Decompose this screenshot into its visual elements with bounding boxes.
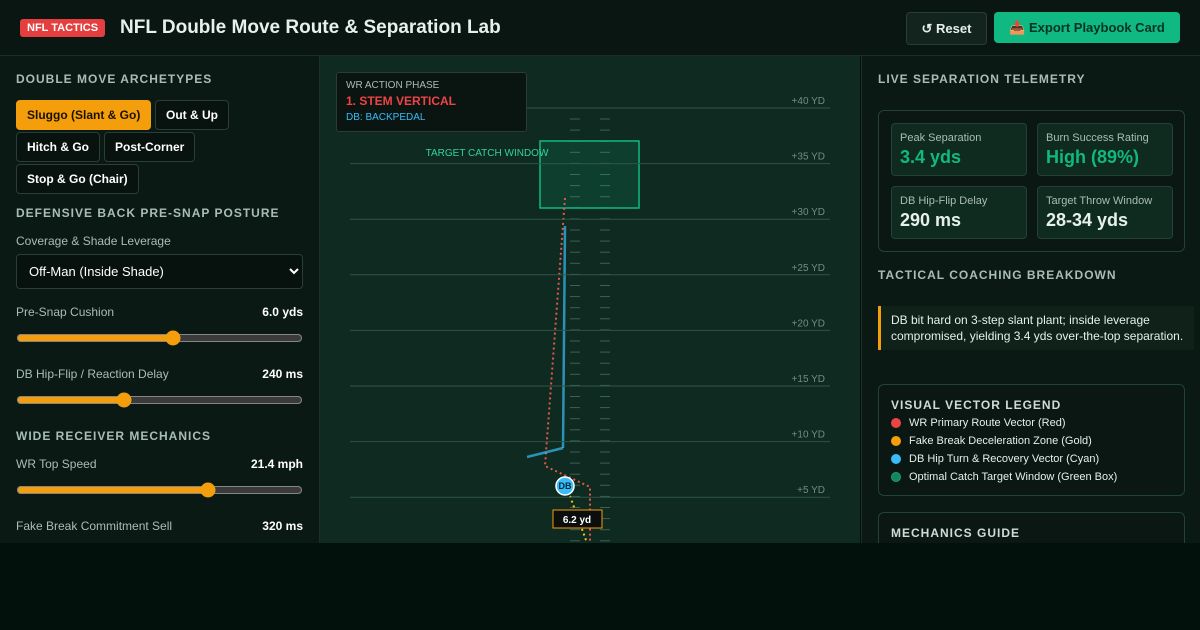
- legend-item: DB Hip Turn & Recovery Vector (Cyan): [891, 453, 1099, 465]
- yard-label: +20 YD: [792, 318, 825, 329]
- label: Coverage & Shade Leverage: [16, 234, 171, 248]
- stat-label: Target Throw Window: [1046, 195, 1153, 207]
- guide-box: MECHANICS GUIDE: [878, 512, 1185, 543]
- fake-break: [569, 495, 588, 543]
- section-title: VISUAL VECTOR LEGEND: [891, 398, 1062, 412]
- coaching-text: DB bit hard on 3-step slant plant; insid…: [878, 306, 1194, 350]
- yard-label: +25 YD: [792, 263, 825, 274]
- yard-label: +40 YD: [792, 96, 825, 107]
- phase-panel: WR ACTION PHASE 1. STEM VERTICAL DB: BAC…: [336, 72, 527, 132]
- catch-window: [539, 140, 640, 209]
- section-title: MECHANICS GUIDE: [891, 526, 1021, 540]
- left-panel: DOUBLE MOVE ARCHETYPES Sluggo (Slant & G…: [0, 56, 320, 543]
- coverage-select[interactable]: Off-Man (Inside Shade): [16, 254, 303, 289]
- stat-label: DB Hip-Flip Delay: [900, 195, 988, 207]
- legend-item: Fake Break Deceleration Zone (Gold): [891, 435, 1092, 447]
- stat-value: High (89%): [1046, 147, 1140, 167]
- label: Pre-Snap Cushion: [16, 305, 115, 319]
- yard-label: +35 YD: [792, 152, 825, 163]
- stat-card: Peak Separation 3.4 yds: [891, 123, 1027, 176]
- db-state: DB: BACKPEDAL: [346, 112, 426, 123]
- chip[interactable]: Sluggo (Slant & Go): [16, 100, 152, 130]
- legend-dot: [891, 418, 901, 428]
- legend-item: Optimal Catch Target Window (Green Box): [891, 471, 1117, 483]
- db-label: DB: [559, 481, 572, 491]
- legend-item: WR Primary Route Vector (Red): [891, 417, 1065, 429]
- distance-label: 6.2 yd: [563, 515, 591, 526]
- db-vector: [526, 446, 564, 459]
- chip[interactable]: Post-Corner: [104, 132, 196, 162]
- yard-label: +30 YD: [792, 207, 825, 218]
- main: DOUBLE MOVE ARCHETYPES Sluggo (Slant & G…: [0, 56, 1200, 543]
- legend-dot: [891, 436, 901, 446]
- stat-card: DB Hip-Flip Delay 290 ms: [891, 186, 1027, 239]
- chip[interactable]: Out & Up: [155, 100, 229, 130]
- yard-label: +5 YD: [797, 485, 825, 496]
- slider[interactable]: [16, 392, 303, 408]
- value: 21.4 mph: [250, 457, 303, 471]
- label: WR Top Speed: [16, 457, 97, 471]
- phase-label: WR ACTION PHASE: [346, 80, 440, 91]
- db-marker: [555, 476, 575, 496]
- stat-value: 3.4 yds: [900, 147, 962, 167]
- slider[interactable]: [16, 330, 303, 346]
- title: NFL Double Move Route & Separation Lab: [120, 17, 501, 38]
- reset-button[interactable]: ↺ Reset: [906, 12, 987, 45]
- phase: 1. STEM VERTICAL: [346, 94, 457, 108]
- distance-box: [552, 509, 603, 529]
- label: Fake Break Commitment Sell: [16, 519, 173, 533]
- stat-card: Target Throw Window 28-34 yds: [1037, 186, 1173, 239]
- stat-label: Burn Success Rating: [1046, 132, 1149, 144]
- value: 320 ms: [262, 519, 303, 533]
- section-title: LIVE SEPARATION TELEMETRY: [878, 72, 1086, 86]
- field: TARGET CATCH WINDOW DB 6.2 yd +40 YD +35 …: [320, 56, 860, 543]
- header: NFL TACTICS NFL Double Move Route & Sepa…: [0, 0, 1200, 56]
- label: DB Hip-Flip / Reaction Delay: [16, 367, 169, 381]
- yard-label: +10 YD: [792, 430, 825, 441]
- db-vector: [561, 225, 567, 449]
- stat-label: Peak Separation: [900, 132, 982, 144]
- badge: NFL TACTICS: [20, 19, 106, 37]
- legend-box: VISUAL VECTOR LEGEND: [878, 384, 1185, 496]
- section-title: WIDE RECEIVER MECHANICS: [16, 429, 212, 443]
- chip[interactable]: Stop & Go (Chair): [16, 164, 139, 194]
- right-panel: LIVE SEPARATION TELEMETRY TACTICAL COACH…: [861, 56, 1200, 543]
- field-svg: TARGET CATCH WINDOW DB 6.2 yd +40 YD +35 …: [350, 96, 830, 543]
- value: 240 ms: [262, 367, 303, 381]
- export-button[interactable]: 📥 Export Playbook Card: [994, 12, 1180, 43]
- section-title: DEFENSIVE BACK PRE-SNAP POSTURE: [16, 206, 280, 220]
- stat-card: Burn Success Rating High (89%): [1037, 123, 1173, 176]
- section-title: DOUBLE MOVE ARCHETYPES: [16, 72, 213, 86]
- legend-dot: [891, 472, 901, 482]
- section-title: TACTICAL COACHING BREAKDOWN: [878, 268, 1117, 282]
- yard-label: +15 YD: [792, 374, 825, 385]
- chip[interactable]: Hitch & Go: [16, 132, 100, 162]
- slider[interactable]: [16, 482, 303, 498]
- value: 6.0 yds: [262, 305, 303, 319]
- catch-window-label: TARGET CATCH WINDOW: [426, 148, 549, 159]
- stat-value: 290 ms: [900, 210, 962, 230]
- legend-dot: [891, 454, 901, 464]
- stat-value: 28-34 yds: [1046, 210, 1129, 230]
